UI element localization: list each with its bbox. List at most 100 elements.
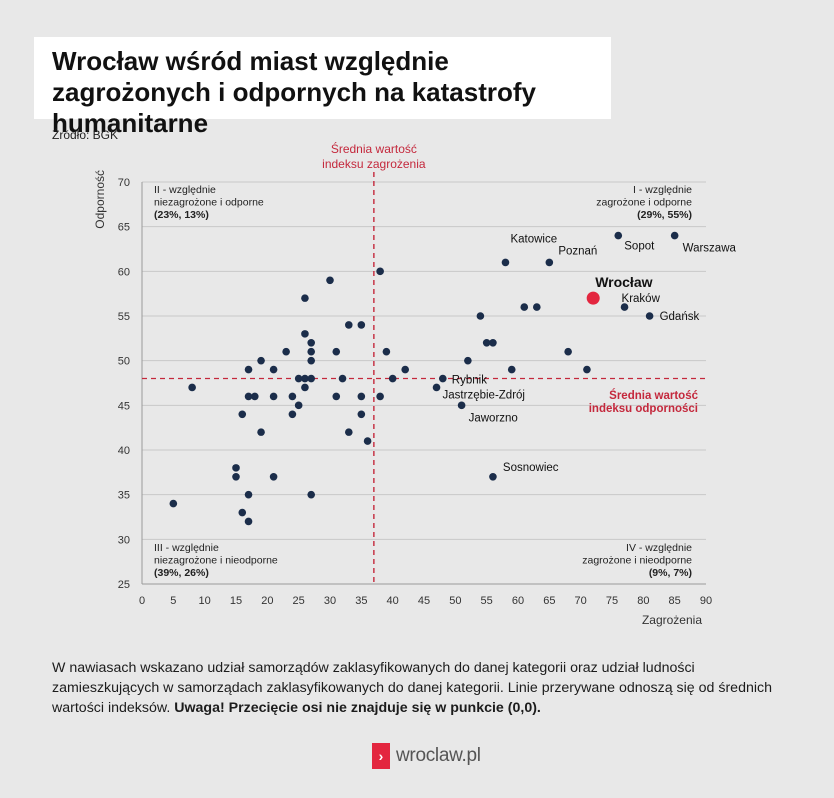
x-tick-label: 5 xyxy=(170,595,176,607)
highlight-point xyxy=(586,291,600,305)
point-label: Kraków xyxy=(622,293,661,305)
x-tick-label: 25 xyxy=(293,595,305,607)
quadrant-label: zagrożone i odporne xyxy=(596,197,692,209)
data-point xyxy=(464,356,472,365)
data-point xyxy=(244,392,253,401)
y-tick-label: 45 xyxy=(118,400,130,412)
data-point xyxy=(294,401,303,410)
quadrant-label: niezagrożone i odporne xyxy=(154,197,264,209)
quadrant-label: niezagrożone i nieodporne xyxy=(154,555,278,567)
quadrant-label: I - względnie xyxy=(633,184,692,196)
quadrant-label: (23%, 13%) xyxy=(154,209,209,221)
footnote: W nawiasach wskazano udział samorządów z… xyxy=(52,658,782,718)
data-point xyxy=(338,374,347,383)
x-tick-label: 85 xyxy=(669,595,681,607)
data-point xyxy=(188,383,196,392)
data-point xyxy=(251,392,259,401)
data-point xyxy=(583,365,591,374)
x-tick-label: 0 xyxy=(139,595,145,607)
y-tick-label: 40 xyxy=(118,445,130,457)
point-label: Jaworzno xyxy=(469,412,518,424)
footnote-text: W nawiasach wskazano udział samorządów z… xyxy=(52,660,772,716)
mean-y-label: indeksu odporności xyxy=(589,403,698,415)
quadrant-label: (29%, 55%) xyxy=(637,209,692,221)
logo-text: wroclaw.pl xyxy=(396,745,481,766)
x-tick-label: 75 xyxy=(606,595,618,607)
x-tick-label: 55 xyxy=(481,595,493,607)
y-tick-label: 65 xyxy=(118,222,130,234)
data-point xyxy=(345,321,353,329)
point-label: Gdańsk xyxy=(660,311,700,323)
data-point xyxy=(269,473,278,481)
source-note: Źródło: BGK xyxy=(52,128,119,142)
mean-y-label: Średnia wartość xyxy=(609,389,698,402)
wroclaw-logo[interactable]: › wroclaw.pl xyxy=(372,743,481,769)
quadrant-label: II - względnie xyxy=(154,184,216,196)
y-tick-label: 25 xyxy=(118,579,130,591)
data-point xyxy=(489,339,497,347)
point-label: Katowice xyxy=(510,233,557,245)
data-point xyxy=(363,437,372,445)
data-point xyxy=(169,499,178,508)
point-label: Sopot xyxy=(624,241,655,253)
data-point xyxy=(282,347,290,356)
y-tick-label: 60 xyxy=(118,266,130,278)
data-point xyxy=(432,383,441,392)
data-point xyxy=(482,339,491,347)
x-tick-label: 50 xyxy=(449,595,461,607)
data-point xyxy=(357,410,366,419)
data-point xyxy=(645,312,654,320)
scatter-chart: 25 30 35 40 45 50 55 60 65 70 0 5 10 15 20 25 30 35 40 45 50… xyxy=(93,141,737,627)
data-point xyxy=(357,321,366,329)
data-point xyxy=(388,374,397,383)
data-point xyxy=(301,294,309,302)
data-point xyxy=(533,303,541,311)
quadrant-label: (39%, 26%) xyxy=(154,567,209,579)
x-tick-label: 35 xyxy=(355,595,367,607)
data-point xyxy=(269,392,278,401)
data-point xyxy=(439,374,447,383)
data-point xyxy=(269,365,278,374)
mean-x-label: Średnia wartość xyxy=(331,141,417,156)
page-title: Wrocław wśród miast względnie zagrożonyc… xyxy=(52,46,536,138)
data-point xyxy=(489,473,497,481)
y-tick-label: 70 xyxy=(118,177,130,189)
y-tick-label: 50 xyxy=(118,356,130,368)
y-tick-label: 55 xyxy=(118,311,130,323)
mean-x-label: indeksu zagrożenia xyxy=(322,157,426,171)
x-tick-label: 90 xyxy=(700,595,712,607)
data-point xyxy=(307,339,316,347)
data-point xyxy=(244,490,253,499)
data-point xyxy=(232,464,240,472)
x-tick-label: 60 xyxy=(512,595,524,607)
x-axis-label: Zagrożenia xyxy=(642,613,702,627)
x-tick-label: 70 xyxy=(575,595,587,607)
data-point xyxy=(501,258,510,267)
x-tick-label: 30 xyxy=(324,595,336,607)
data-point xyxy=(507,365,516,374)
data-point xyxy=(238,508,247,517)
data-point xyxy=(307,374,316,383)
data-point xyxy=(376,392,384,401)
point-label: Sosnowiec xyxy=(503,462,559,474)
data-point xyxy=(457,401,466,410)
data-point xyxy=(301,383,309,392)
data-point xyxy=(670,231,679,240)
data-point xyxy=(357,392,366,401)
data-point xyxy=(294,374,303,383)
point-label: Jastrzębie-Zdrój xyxy=(443,389,525,401)
data-point xyxy=(288,410,297,419)
chevron-right-icon: › xyxy=(372,743,390,769)
quadrant-label: IV - względnie xyxy=(626,542,692,554)
x-tick-label: 15 xyxy=(230,595,242,607)
data-point xyxy=(307,490,316,499)
x-tick-label: 80 xyxy=(637,595,649,607)
x-tick-label: 20 xyxy=(261,595,273,607)
data-point xyxy=(476,312,485,320)
x-tick-label: 65 xyxy=(543,595,555,607)
data-point xyxy=(307,356,316,365)
data-point xyxy=(238,410,247,419)
data-point xyxy=(288,392,297,401)
data-point xyxy=(614,231,623,240)
data-point xyxy=(376,267,384,276)
